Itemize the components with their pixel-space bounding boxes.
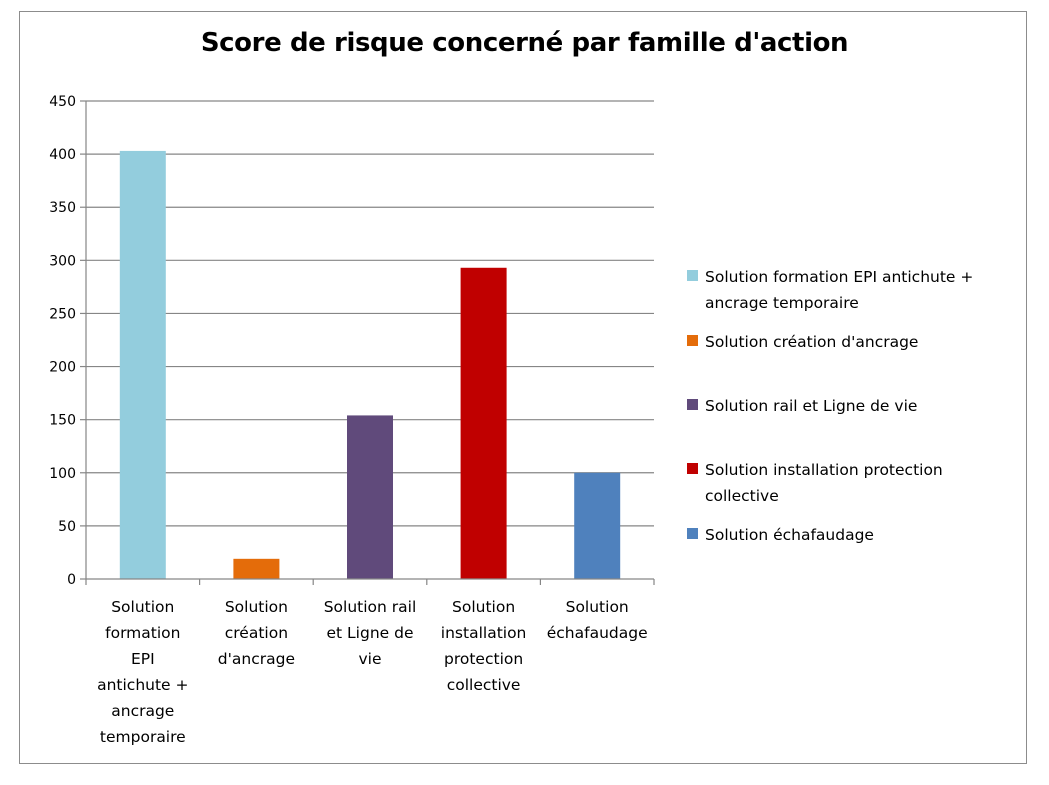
chart-title: Score de risque concerné par famille d'a… xyxy=(200,28,849,58)
x-tick-label: antichute + xyxy=(97,676,188,694)
x-tick-label: protection xyxy=(444,650,523,668)
y-tick-label: 400 xyxy=(49,147,76,163)
legend-label: Solution installation protection xyxy=(705,461,943,479)
bar xyxy=(119,150,166,579)
legend-label: Solution création d'ancrage xyxy=(705,333,918,351)
legend-swatch xyxy=(687,463,698,474)
legend-label: Solution formation EPI antichute + xyxy=(705,268,973,286)
x-tick-label: collective xyxy=(447,676,521,694)
chart-frame xyxy=(19,11,1027,764)
legend-label: ancrage temporaire xyxy=(705,294,859,312)
legend-label: Solution rail et Ligne de vie xyxy=(705,397,917,415)
y-tick-label: 0 xyxy=(67,572,76,588)
bars xyxy=(119,150,621,579)
bar xyxy=(347,415,393,579)
legend-swatch xyxy=(687,528,698,539)
x-tick-label: Solution rail xyxy=(324,598,417,616)
legend-swatch xyxy=(687,335,698,346)
x-tick-label: Solution xyxy=(225,598,288,616)
legend-swatch xyxy=(687,270,698,281)
bar xyxy=(460,267,507,579)
x-tick-label: EPI xyxy=(131,650,155,668)
x-tick-label: Solution xyxy=(566,598,629,616)
x-tick-label: d'ancrage xyxy=(218,650,295,668)
y-tick-label: 450 xyxy=(49,94,76,110)
x-tick-label: et Ligne de xyxy=(327,624,414,642)
legend-label: collective xyxy=(705,487,779,505)
x-tick-label: création xyxy=(225,624,288,642)
axes: 0 50 100 150 200 250 300 350 400 450 Solution forma… xyxy=(49,94,655,746)
bar xyxy=(574,472,621,579)
x-tick-label: formation xyxy=(105,624,180,642)
y-tick-label: 150 xyxy=(49,413,76,429)
y-tick-label: 250 xyxy=(49,306,76,322)
x-tick-label: Solution xyxy=(111,598,174,616)
x-tick-label: échafaudage xyxy=(547,624,648,642)
x-tick-label: vie xyxy=(358,650,381,668)
y-tick-label: 300 xyxy=(49,253,76,269)
legend-swatch xyxy=(687,399,698,410)
x-tick-label: Solution xyxy=(452,598,515,616)
x-tick-label: ancrage xyxy=(111,702,174,720)
x-tick-label: temporaire xyxy=(100,728,186,746)
bar xyxy=(233,558,280,579)
legend-label: Solution échafaudage xyxy=(705,526,874,544)
legend: Solution formation EPI antichute + ancrag… xyxy=(687,268,973,544)
x-tick-label: installation xyxy=(441,624,527,642)
y-tick-label: 350 xyxy=(49,200,76,216)
y-tick-label: 50 xyxy=(58,519,76,535)
y-tick-label: 200 xyxy=(49,360,76,376)
y-tick-label: 100 xyxy=(49,466,76,482)
